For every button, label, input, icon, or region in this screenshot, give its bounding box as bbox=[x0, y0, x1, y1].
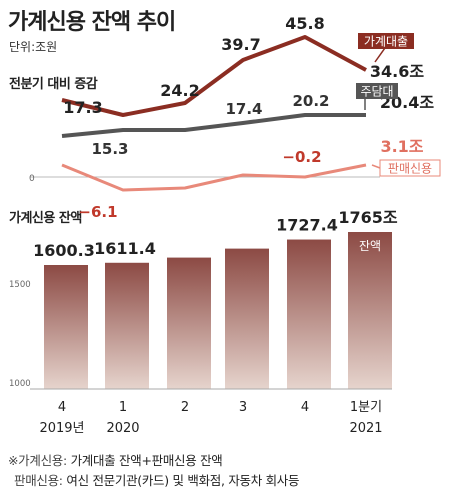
value-label-loan-0: 17.3 bbox=[63, 98, 102, 117]
value-label-mortgage-4: 20.2 bbox=[292, 92, 329, 110]
bar-0 bbox=[44, 265, 88, 389]
bar-2 bbox=[167, 257, 211, 389]
legend-sales-credit: 판매신용 bbox=[371, 159, 441, 177]
bar-value-label-4: 1727.4 bbox=[276, 216, 338, 235]
legend-text-0: 가계대출 bbox=[364, 35, 408, 49]
footnote-1: ※가계신용: 가계대출 잔액+판매신용 잔액 bbox=[8, 450, 223, 469]
legend-box-2 bbox=[379, 159, 441, 177]
series-line-1 bbox=[61, 113, 366, 138]
legend-household-loan: 가계대출 bbox=[358, 33, 414, 63]
legend-text-2: 판매신용 bbox=[388, 162, 432, 176]
footnote-2-key: 판매신용: bbox=[14, 473, 63, 488]
footnote-1-key: ※가계신용: bbox=[8, 453, 67, 468]
x-tick-5: 1분기 bbox=[350, 400, 382, 415]
legend-mortgage: 주담대 bbox=[356, 83, 398, 110]
bar-1 bbox=[105, 262, 149, 389]
unit-label: 단위:조원 bbox=[9, 40, 58, 54]
bar-value-label-0: 1600.3 bbox=[33, 241, 95, 260]
bar-value-label-5: 1765조 bbox=[338, 208, 398, 227]
highlight-label: 잔액 bbox=[359, 239, 381, 253]
legend-text-1: 주담대 bbox=[360, 85, 393, 99]
zero-label: 0 bbox=[29, 174, 35, 184]
x-year-5: 2021 bbox=[349, 421, 382, 436]
x-tick-1: 1 bbox=[119, 400, 127, 415]
bar-value-label-1: 1611.4 bbox=[94, 239, 156, 258]
value-label-sales-1: −6.1 bbox=[78, 203, 117, 221]
value-label-sales-5: 3.1조 bbox=[380, 137, 423, 156]
top-section-label: 전분기 대비 증감 bbox=[9, 77, 98, 92]
value-label-loan-2: 24.2 bbox=[160, 81, 199, 100]
value-label-mortgage-3: 17.4 bbox=[225, 100, 262, 118]
bar-3 bbox=[225, 248, 269, 389]
bottom-section-label: 가계신용 잔액 bbox=[9, 211, 82, 226]
footnote-2: 판매신용: 여신 전문기관(카드) 및 백화점, 자동차 회사등 bbox=[8, 470, 300, 489]
chart-title: 가계신용 잔액 추이 bbox=[8, 10, 176, 35]
x-tick-4: 4 bbox=[301, 400, 309, 415]
bar-5 bbox=[348, 232, 392, 389]
footnote-1-text: 가계대출 잔액+판매신용 잔액 bbox=[70, 453, 223, 468]
value-label-mortgage-1: 15.3 bbox=[91, 140, 128, 158]
ytick-1500: 1500 bbox=[9, 280, 31, 290]
ytick-1000: 1000 bbox=[9, 379, 31, 389]
legend-leader-2 bbox=[371, 164, 381, 169]
bar-4 bbox=[287, 239, 331, 389]
x-tick-2: 2 bbox=[181, 400, 189, 415]
value-label-loan-5: 34.6조 bbox=[370, 62, 424, 81]
series-line-2 bbox=[61, 163, 367, 192]
legend-box-0 bbox=[358, 33, 414, 49]
value-label-loan-3: 39.7 bbox=[221, 35, 260, 54]
footnote-2-text: 여신 전문기관(카드) 및 백화점, 자동차 회사등 bbox=[66, 473, 300, 488]
x-tick-0: 4 bbox=[58, 400, 66, 415]
x-tick-3: 3 bbox=[239, 400, 247, 415]
series-line-0 bbox=[61, 35, 367, 117]
balance-bar-chart: 1000 1500 1600.3 4 2019년 1611.4 1 2020 2 3 1727.4 4… bbox=[9, 208, 398, 436]
legend-leader-0 bbox=[374, 47, 386, 63]
x-year-0: 2019년 bbox=[39, 421, 84, 436]
value-label-sales-4: −0.2 bbox=[282, 148, 321, 166]
legend-box-1 bbox=[356, 83, 398, 99]
value-label-loan-4: 45.8 bbox=[285, 14, 324, 33]
x-year-1: 2020 bbox=[106, 421, 139, 436]
